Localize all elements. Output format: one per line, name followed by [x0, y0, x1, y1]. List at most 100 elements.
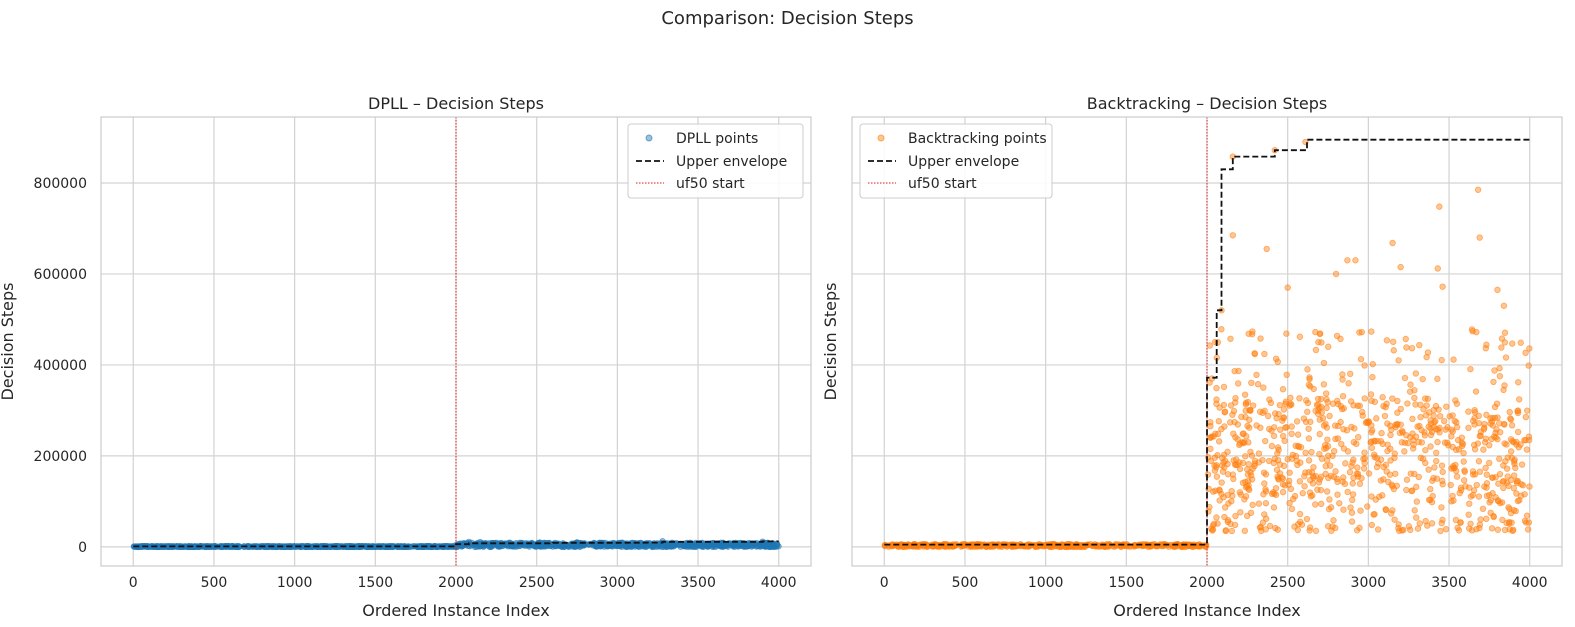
data-point	[1242, 493, 1250, 500]
data-point	[1428, 520, 1436, 527]
y-axis-label: Decision Steps	[821, 283, 840, 401]
data-point	[1316, 330, 1324, 337]
data-point	[1494, 286, 1501, 294]
data-point	[1302, 469, 1309, 476]
data-point	[1474, 186, 1482, 193]
data-point	[1330, 447, 1338, 455]
data-point	[1216, 487, 1223, 494]
data-point	[1262, 526, 1269, 533]
data-point	[1279, 386, 1287, 393]
data-point	[1279, 432, 1287, 440]
data-point	[1215, 418, 1222, 425]
data-point	[1483, 471, 1491, 478]
data-point	[1449, 492, 1456, 500]
data-point	[1430, 474, 1437, 482]
data-point	[1339, 371, 1346, 378]
data-point	[1416, 341, 1423, 349]
data-point	[1427, 496, 1434, 504]
data-point	[1458, 486, 1465, 494]
data-point	[1354, 473, 1362, 480]
data-point	[1276, 470, 1284, 477]
data-point	[1213, 400, 1220, 407]
data-point	[714, 541, 722, 549]
data-point	[1434, 265, 1441, 272]
data-point	[1493, 400, 1501, 407]
data-point	[1405, 523, 1413, 530]
data-point	[1245, 460, 1252, 468]
data-point	[1500, 302, 1508, 309]
data-point	[1279, 475, 1287, 482]
data-point	[1521, 436, 1528, 444]
data-point	[1436, 412, 1444, 420]
data-point	[1213, 514, 1220, 521]
data-point	[1300, 415, 1308, 422]
data-point	[1399, 429, 1406, 436]
data-point	[1329, 400, 1337, 407]
data-point	[1310, 385, 1317, 393]
data-point	[727, 541, 734, 548]
data-point	[1375, 460, 1382, 467]
data-point	[1411, 394, 1418, 402]
data-point	[1448, 433, 1455, 440]
data-point	[1462, 483, 1469, 490]
data-point	[1431, 464, 1438, 471]
data-point	[1374, 526, 1382, 533]
x-tick-label: 4000	[761, 575, 797, 591]
data-point	[1367, 391, 1375, 398]
data-point	[1230, 430, 1237, 437]
data-point	[1207, 434, 1214, 441]
data-point	[1382, 506, 1390, 514]
data-point	[1227, 402, 1235, 409]
data-point	[1286, 469, 1293, 476]
data-point	[1434, 426, 1442, 433]
data-point	[1302, 449, 1309, 457]
data-point	[660, 543, 667, 550]
data-point	[1231, 521, 1239, 529]
data-point	[1473, 328, 1480, 336]
data-point	[1283, 424, 1290, 431]
legend-marker-points	[645, 134, 653, 142]
data-point	[1213, 473, 1221, 480]
data-point	[1378, 429, 1385, 437]
data-point	[1465, 408, 1472, 415]
data-point	[1316, 476, 1324, 483]
data-point	[1525, 362, 1532, 369]
data-point	[1272, 355, 1280, 362]
data-point	[1286, 499, 1293, 507]
data-point	[1338, 440, 1345, 448]
data-point	[1515, 396, 1523, 403]
data-point	[1234, 461, 1241, 469]
data-point	[1216, 497, 1223, 504]
data-point	[593, 543, 600, 550]
subplot-2: 0 500 1000 1500 2000 2500 3000 3500 4000 Backtrac…	[821, 94, 1563, 620]
data-point	[1293, 418, 1301, 425]
data-point	[1342, 460, 1349, 467]
data-point	[1291, 523, 1298, 530]
data-point	[1519, 482, 1527, 489]
data-point	[1452, 516, 1460, 524]
data-point	[1250, 402, 1257, 409]
data-point	[1524, 526, 1532, 533]
data-point	[1295, 443, 1302, 451]
data-point	[1234, 380, 1242, 387]
data-point	[772, 543, 780, 550]
data-point	[1495, 480, 1502, 487]
data-point	[1220, 383, 1228, 391]
x-tick-label: 2000	[438, 575, 474, 591]
data-point	[1475, 458, 1483, 465]
data-point	[1241, 496, 1248, 503]
data-point	[1334, 400, 1342, 408]
data-point	[1480, 446, 1487, 453]
data-point	[1240, 430, 1247, 437]
data-point	[1276, 401, 1284, 409]
data-point	[1408, 344, 1416, 352]
data-point	[1479, 505, 1487, 513]
data-point	[1255, 500, 1263, 507]
data-point	[1244, 422, 1251, 430]
data-point	[1306, 374, 1313, 381]
legend-label: uf50 start	[676, 176, 745, 192]
data-point	[1353, 527, 1361, 534]
data-point	[1486, 459, 1493, 467]
data-point	[1332, 270, 1340, 278]
